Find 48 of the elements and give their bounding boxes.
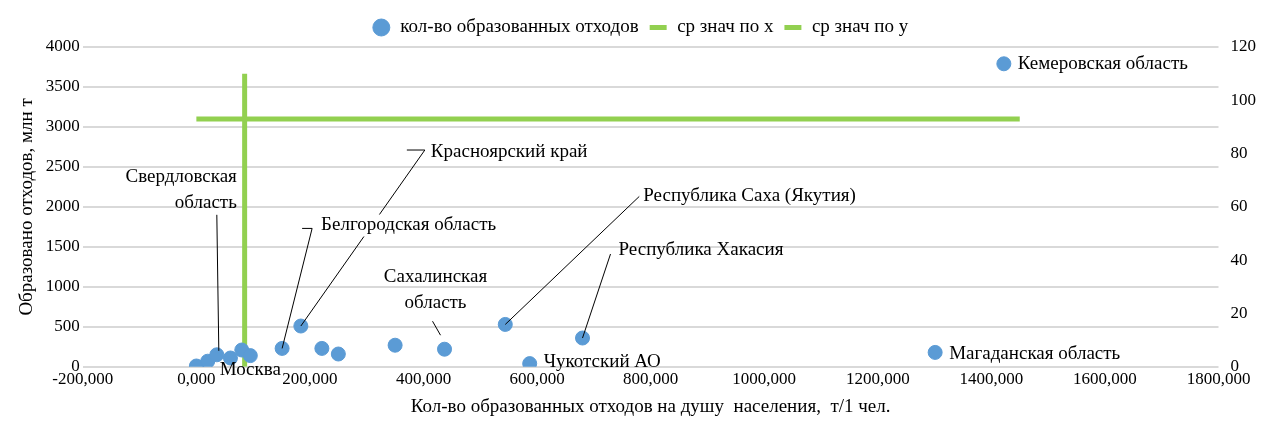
- y-tick-label: 1000: [45, 276, 80, 296]
- y-tick-label: 4000: [45, 36, 80, 56]
- y-tick-label: 2000: [45, 196, 80, 216]
- point: [274, 340, 290, 356]
- y2-tick-label: 60: [1230, 196, 1248, 216]
- x-tick-label: 1400,000: [959, 369, 1024, 389]
- legend-label: ср знач по у: [811, 15, 909, 37]
- y2-tick-label: 80: [1230, 143, 1248, 163]
- y2-tick-label: 120: [1230, 36, 1256, 56]
- y2-tick-label: 40: [1230, 249, 1248, 269]
- point: [293, 318, 309, 334]
- x-tick-label: 200,000: [282, 369, 338, 389]
- annotation: Свердловская область: [125, 164, 238, 212]
- y-tick-label: 2500: [45, 156, 80, 176]
- x-tick-label: 1000,000: [732, 369, 797, 389]
- x-tick-label: 0,000: [177, 369, 216, 389]
- annotation: Москва: [219, 358, 282, 380]
- annotation: Республика Саха (Якутия): [643, 184, 856, 207]
- point: [996, 56, 1012, 72]
- y2-tick-label: 100: [1230, 89, 1256, 109]
- point: [497, 316, 513, 332]
- annotation: Кемеровская область: [1017, 51, 1189, 73]
- legend-label: ср знач по х: [677, 15, 774, 37]
- y-tick-label: 500: [54, 316, 80, 336]
- point: [437, 341, 453, 357]
- point: [927, 344, 943, 360]
- annotation: Красноярский край: [430, 140, 588, 162]
- legend-label: кол-во образованных отходов: [400, 15, 639, 37]
- point: [209, 347, 225, 363]
- x-tick-label: 1600,000: [1073, 369, 1137, 389]
- y-tick-label: 3000: [45, 116, 80, 136]
- y-axis-title: Образовано отходов, млн т: [15, 97, 37, 316]
- point: [330, 346, 346, 362]
- x-tick-label: 800,000: [623, 369, 679, 389]
- x-tick-label: 1200,000: [845, 369, 910, 389]
- annotation: Чукотский АО: [543, 349, 661, 371]
- y2-tick-label: 20: [1230, 302, 1248, 322]
- y-tick-label: 3500: [45, 76, 80, 96]
- annotation: Республика Хакасия: [618, 238, 784, 259]
- annotation: Магаданская область: [949, 342, 1121, 364]
- point: [314, 340, 330, 356]
- y-tick-label: 1500: [45, 236, 80, 256]
- point: [575, 330, 591, 346]
- annotation: Белгородская область: [321, 213, 497, 235]
- point: [387, 337, 403, 353]
- x-axis-title: Кол-во образованных отходов на душу населения, т/1 чел.: [410, 394, 891, 416]
- x-tick-label: 400,000: [395, 369, 452, 389]
- annotation: Сахалинская область: [383, 265, 488, 313]
